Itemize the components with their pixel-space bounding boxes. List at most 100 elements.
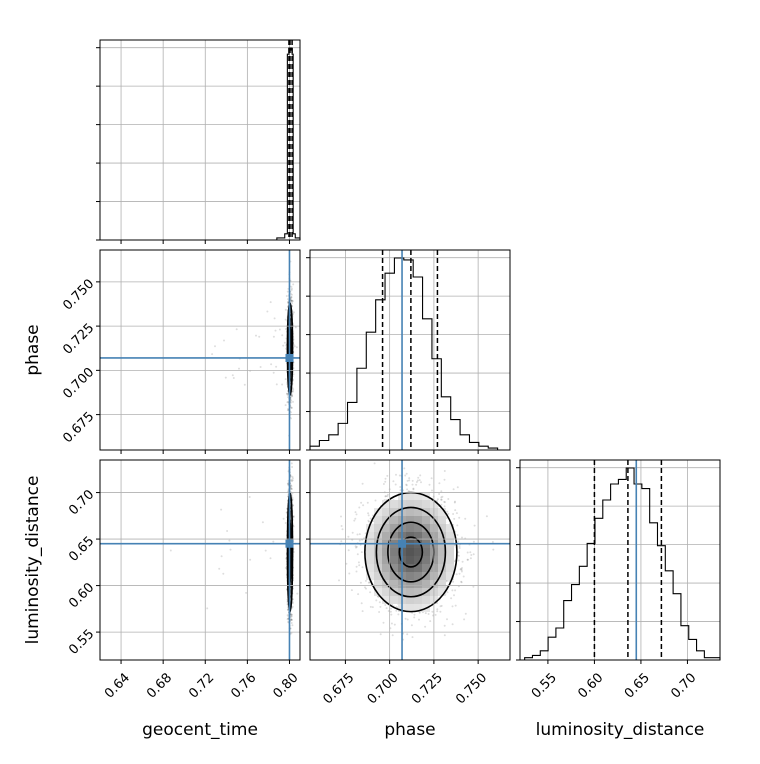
sample-point	[414, 614, 416, 616]
sample-point	[472, 586, 474, 588]
sample-point	[399, 475, 401, 477]
sample-point	[290, 487, 292, 489]
sample-point	[291, 624, 293, 626]
sample-point	[357, 593, 359, 595]
sample-point	[285, 328, 287, 330]
sample-point	[355, 545, 357, 547]
sample-point	[276, 383, 278, 385]
sample-point	[286, 295, 288, 297]
sample-point	[233, 377, 235, 379]
sample-point	[360, 502, 362, 504]
sample-point	[230, 549, 232, 551]
sample-point	[275, 366, 277, 368]
sample-point	[385, 478, 387, 480]
sample-point	[384, 604, 386, 606]
sample-point	[291, 288, 293, 290]
sample-point	[370, 606, 372, 608]
sample-point	[291, 615, 293, 617]
sample-point	[356, 353, 358, 355]
sample-point	[405, 484, 407, 486]
sample-point	[474, 525, 476, 527]
sample-point	[295, 326, 297, 328]
sample-point	[395, 474, 397, 476]
sample-point	[359, 533, 361, 535]
sample-point	[359, 540, 361, 542]
sample-point	[444, 505, 446, 507]
sample-point	[470, 554, 472, 556]
sample-point	[281, 384, 283, 386]
sample-point	[348, 327, 350, 329]
sample-point	[458, 517, 460, 519]
sample-point	[384, 481, 386, 483]
sample-point	[453, 594, 455, 596]
sample-point	[416, 481, 418, 483]
sample-point	[438, 493, 440, 495]
sample-point	[456, 524, 458, 526]
sample-point	[399, 486, 401, 488]
sample-point	[348, 384, 350, 386]
sample-point	[406, 473, 408, 475]
sample-point	[340, 516, 342, 518]
sample-point	[285, 319, 287, 321]
sample-point	[342, 528, 344, 530]
sample-point	[317, 354, 319, 356]
sample-point	[448, 580, 450, 582]
sample-point	[352, 532, 354, 534]
sample-point	[368, 582, 370, 584]
sample-point	[291, 622, 293, 624]
sample-point	[275, 330, 277, 332]
sample-point	[351, 589, 353, 591]
sample-point	[390, 611, 392, 613]
sample-point	[340, 540, 342, 542]
sample-point	[441, 496, 443, 498]
sample-point	[467, 559, 469, 561]
sample-point	[356, 566, 358, 568]
sample-point	[453, 518, 455, 520]
sample-point	[262, 521, 264, 523]
sample-point	[220, 509, 222, 511]
sample-point	[415, 484, 417, 486]
sample-point	[339, 330, 341, 332]
sample-point	[258, 336, 260, 338]
sample-point	[454, 589, 456, 591]
sample-point	[419, 474, 421, 476]
sample-point	[292, 606, 294, 608]
sample-point	[431, 477, 433, 479]
sample-point	[347, 536, 349, 538]
sample-point	[412, 488, 414, 490]
sample-point	[270, 557, 272, 559]
sample-point	[222, 573, 224, 575]
scatter-phase-luminosity-distance	[338, 424, 494, 641]
sample-point	[296, 346, 298, 348]
sample-point	[350, 352, 352, 354]
sample-point	[440, 504, 442, 506]
sample-point	[356, 513, 358, 515]
sample-point	[236, 328, 238, 330]
sample-point	[368, 514, 370, 516]
sample-point	[226, 530, 228, 532]
sample-point	[440, 499, 442, 501]
sample-point	[352, 559, 354, 561]
sample-point	[375, 599, 377, 601]
sample-point	[335, 561, 337, 563]
sample-point	[285, 522, 287, 524]
sample-point	[452, 581, 454, 583]
sample-point	[308, 560, 310, 562]
sample-point	[238, 368, 240, 370]
sample-point	[304, 551, 306, 553]
sample-point	[436, 610, 438, 612]
sample-point	[228, 540, 230, 542]
sample-point	[324, 346, 326, 348]
sample-point	[378, 611, 380, 613]
sample-point	[360, 506, 362, 508]
sample-point	[294, 345, 296, 347]
sample-point	[291, 462, 293, 464]
sample-point	[287, 609, 289, 611]
sample-point	[338, 579, 340, 581]
sample-point	[486, 515, 488, 517]
sample-point	[273, 336, 275, 338]
sample-point	[367, 502, 369, 504]
sample-point	[417, 477, 419, 479]
sample-point	[463, 576, 465, 578]
